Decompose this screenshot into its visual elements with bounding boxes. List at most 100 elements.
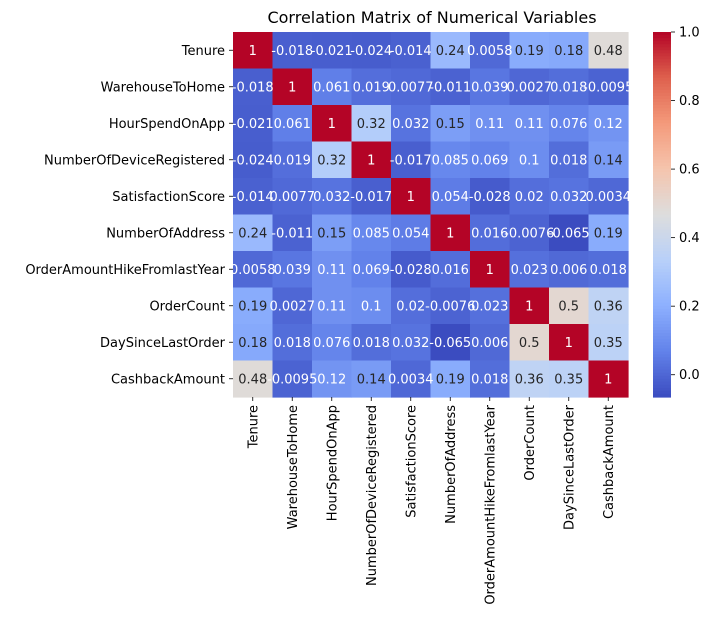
heatmap-cell: [233, 251, 274, 289]
heatmap-cell: [470, 32, 511, 70]
heatmap-cell: [588, 68, 629, 106]
x-tick-label: HourSpendOnApp: [325, 405, 340, 521]
cell-value-label: 0.1: [361, 299, 382, 314]
heatmap-cell: [509, 141, 550, 179]
x-tick-label: SatisfactionScore: [404, 405, 419, 518]
heatmap-cell: [549, 141, 590, 179]
heatmap-cell: [272, 324, 313, 362]
heatmap-cell: [470, 360, 511, 398]
heatmap-cell: [272, 68, 313, 106]
heatmap-cell: [233, 68, 274, 106]
colorbar-segment: [653, 284, 671, 289]
colorbar-segment: [653, 223, 671, 228]
y-tick-label: CashbackAmount: [111, 372, 225, 387]
heatmap-cell: [391, 178, 432, 216]
heatmap-cell: [391, 68, 432, 106]
heatmap-cell: [351, 324, 392, 362]
y-tick-label: SatisfactionScore: [112, 190, 225, 205]
colorbar-segment: [653, 159, 671, 164]
x-tick-label: WarehouseToHome: [286, 405, 301, 529]
heatmap-cell: [233, 214, 274, 252]
cell-value-label: 0.35: [594, 336, 623, 351]
colorbar: 0.0 0.2 0.4 0.6 0.8 1.0: [653, 26, 700, 398]
colorbar-segment: [653, 311, 671, 316]
heatmap-cell: [351, 105, 392, 143]
heatmap-cell: [430, 178, 471, 216]
colorbar-segment: [653, 357, 671, 362]
heatmap-cell: [351, 287, 392, 325]
heatmap-cell: [470, 141, 511, 179]
colorbar-segment: [653, 348, 671, 352]
x-tick-label: NumberOfDeviceRegistered: [365, 405, 380, 586]
heatmap-cell: [391, 32, 432, 70]
cell-value-label: 0.02: [396, 299, 425, 314]
heatmap-cell: [272, 214, 313, 252]
colorbar-segment: [653, 384, 671, 389]
heatmap-cell: [312, 178, 353, 216]
heatmap-cell: [470, 324, 511, 362]
cell-value-label: -0.018: [232, 80, 274, 95]
cell-value-label: -0.024: [232, 153, 274, 168]
colorbar-segment: [653, 366, 671, 371]
cell-value-label: -0.014: [390, 44, 432, 59]
colorbar-segment: [653, 86, 671, 91]
heatmap-cell: [312, 324, 353, 362]
colorbar-segment: [653, 214, 671, 219]
colorbar-segment: [653, 153, 671, 158]
cell-value-label: 1: [407, 190, 415, 205]
cell-value-label: 0.18: [238, 336, 267, 351]
cell-value-label: 0.36: [515, 372, 544, 387]
cell-value-label: -0.0095: [267, 372, 317, 387]
cell-value-label: -0.024: [350, 44, 392, 59]
colorbar-segment: [653, 235, 671, 240]
cell-value-label: -0.011: [429, 80, 471, 95]
y-tick-label: NumberOfAddress: [106, 226, 225, 241]
colorbar-segment: [653, 302, 671, 307]
heatmap-cell: [430, 32, 471, 70]
colorbar-segment: [653, 89, 671, 94]
heatmap-cell: [470, 214, 511, 252]
cell-value-label: 0.076: [550, 117, 587, 132]
cell-value-label: 1: [288, 80, 296, 95]
colorbar-segment: [653, 193, 671, 197]
colorbar-segment: [653, 132, 671, 137]
colorbar-segment: [653, 53, 671, 57]
cell-value-label: 0.36: [594, 299, 623, 314]
cell-value-label: 0.018: [550, 80, 587, 95]
colorbar-segment: [653, 393, 671, 398]
colorbar-segment: [653, 305, 671, 310]
heatmap-cell: [430, 360, 471, 398]
colorbar-segment: [653, 144, 671, 149]
heatmap-cell: [509, 214, 550, 252]
colorbar-segment: [653, 375, 671, 380]
colorbar-segment: [653, 339, 671, 343]
cell-value-label: 0.054: [432, 190, 469, 205]
colorbar-segment: [653, 226, 671, 231]
colorbar-segment: [653, 171, 671, 176]
heatmap-cell: [509, 360, 550, 398]
colorbar-segment: [653, 74, 671, 79]
colorbar-segment: [653, 83, 671, 88]
cell-value-label: 0.019: [274, 153, 311, 168]
heatmap-cell: [588, 141, 629, 179]
colorbar-segment: [653, 196, 671, 200]
colorbar-segment: [653, 390, 671, 395]
cell-value-label: 0.19: [594, 226, 623, 241]
colorbar-segment: [653, 336, 671, 340]
heatmap-cells: [233, 32, 629, 398]
cell-value-label: 0.032: [392, 117, 429, 132]
cell-value-label: 0.023: [511, 263, 548, 278]
y-tick-label: OrderAmountHikeFromlastYear: [25, 263, 225, 278]
heatmap-cell: [430, 105, 471, 143]
cell-value-label: 0.32: [357, 117, 386, 132]
y-tick-label: Tenure: [181, 44, 225, 59]
cell-value-label: 0.039: [274, 263, 311, 278]
colorbar-segment: [653, 156, 671, 161]
colorbar-segment: [653, 129, 671, 133]
cell-value-label: 0.018: [353, 336, 390, 351]
cell-value-label: -0.014: [232, 190, 274, 205]
colorbar-segment: [653, 126, 671, 130]
colorbar-tick-label: 0.4: [679, 231, 700, 246]
cell-value-label: 0.061: [274, 117, 311, 132]
